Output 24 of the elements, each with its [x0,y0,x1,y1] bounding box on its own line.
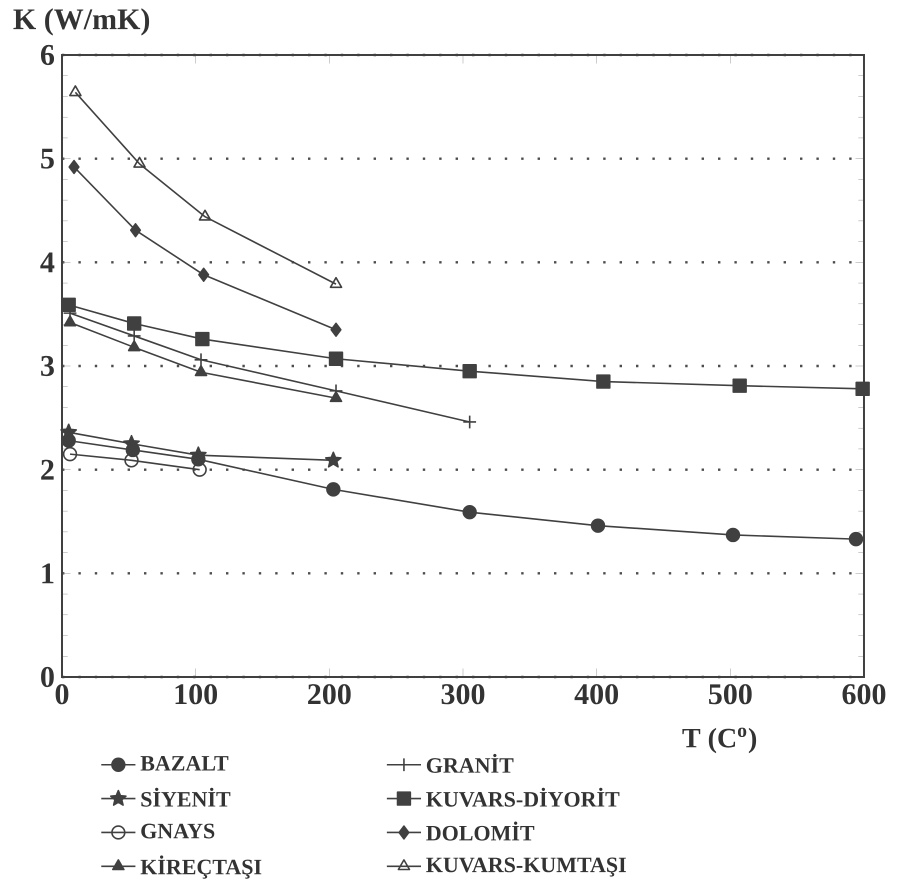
legend-label: KUVARS-KUMTAŞI [426,858,626,877]
legend-label: KUVARS-DİYORİT [426,788,620,807]
y-tick-label: 1 [42,563,54,584]
y-tick-label: 6 [40,44,54,66]
y-tick-label: 0 [41,666,54,688]
legend-label: GNAYS [141,824,214,838]
y-tick-label: 3 [41,356,54,376]
x-tick-label: 300 [442,684,484,704]
y-axis-title: K (W/mK) [13,8,150,36]
legend-label: DOLOMİT [426,822,534,841]
x-axis-title: T (C$^{o}$) [682,728,756,754]
x-tick-label: 600 [842,684,886,704]
y-tick-label: 5 [41,148,54,169]
y-tick-label: 4 [40,252,54,272]
y-tick-label: 2 [41,460,54,480]
legend-label: BAZALT [140,756,228,771]
x-tick-label: 100 [176,684,218,704]
x-tick-label: 200 [308,684,351,704]
x-tick-label: 500 [709,684,752,704]
legend-label: SİYENİT [141,788,230,807]
legend-label: KİREÇTAŞI [140,855,262,879]
legend-label: GRANİT [426,754,514,773]
x-tick-label: 400 [574,684,618,704]
x-tick-label: 0 [56,684,68,704]
